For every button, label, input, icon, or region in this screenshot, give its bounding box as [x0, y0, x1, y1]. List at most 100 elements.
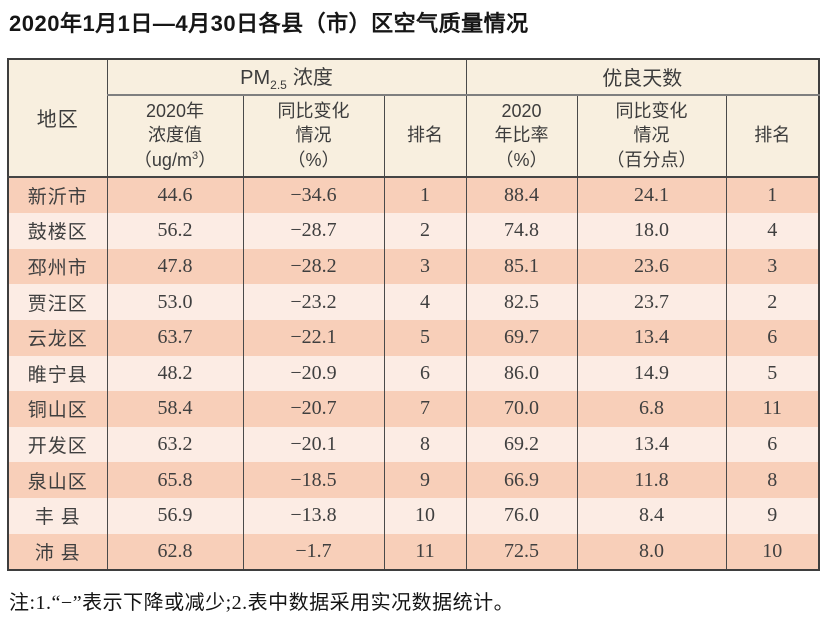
- cell-region: 丰 县: [7, 497, 108, 534]
- cell-good-ratio: 85.1: [465, 248, 578, 285]
- pm-yoy-line3: （%）: [287, 149, 340, 170]
- pm25-label-subscript: 2.5: [270, 78, 287, 93]
- cell-pm-value: 63.7: [106, 319, 244, 356]
- cell-good-rank: 3: [725, 248, 820, 285]
- good-yoy-line1: 同比变化: [615, 101, 688, 122]
- pm25-label-suffix: 浓度: [292, 67, 333, 90]
- cell-pm-value: 48.2: [106, 355, 244, 392]
- cell-good-rank: 10: [725, 533, 820, 571]
- col-group-good-days: 优良天数: [465, 58, 820, 96]
- header-group-row: 地区 PM2.5 浓度 优良天数: [7, 58, 820, 178]
- cell-good-yoy: 24.1: [576, 176, 727, 214]
- cell-good-ratio: 69.7: [465, 319, 578, 356]
- cell-good-yoy: 23.6: [576, 248, 727, 285]
- cell-region: 开发区: [7, 426, 108, 463]
- table-row: 鼓楼区 56.2 −28.7 2 74.8 18.0 4: [7, 213, 820, 249]
- cell-pm-rank: 9: [383, 462, 467, 498]
- cell-pm-rank: 11: [383, 533, 467, 571]
- pm-yoy-line2: 情况: [295, 125, 332, 146]
- unit-pre: （ug/m: [133, 149, 192, 170]
- cell-pm-yoy: −20.9: [242, 355, 385, 392]
- cell-pm-value: 65.8: [106, 462, 244, 498]
- cell-good-rank: 4: [725, 213, 820, 249]
- page-title: 2020年1月1日—4月30日各县（市）区空气质量情况: [9, 11, 529, 36]
- cell-pm-yoy: −1.7: [242, 533, 385, 571]
- col-header-pm-rank: 排名: [383, 94, 467, 178]
- cell-region: 邳州市: [7, 248, 108, 285]
- cell-pm-rank: 3: [383, 248, 467, 285]
- table-row: 沛 县 62.8 −1.7 11 72.5 8.0 10: [7, 533, 820, 571]
- cell-pm-yoy: −20.7: [242, 391, 385, 427]
- cell-pm-yoy: −28.2: [242, 248, 385, 285]
- cell-good-ratio: 74.8: [465, 213, 578, 249]
- cell-good-rank: 11: [725, 391, 820, 427]
- pm-yoy-line1: 同比变化: [277, 101, 350, 122]
- cell-pm-yoy: −34.6: [242, 176, 385, 214]
- col-header-good-ratio: 2020 年比率 （%）: [465, 94, 578, 178]
- cell-good-ratio: 70.0: [465, 391, 578, 427]
- cell-good-rank: 6: [725, 426, 820, 463]
- cell-pm-rank: 1: [383, 176, 467, 214]
- cell-pm-rank: 6: [383, 355, 467, 392]
- cell-region: 沛 县: [7, 533, 108, 571]
- cell-pm-value: 58.4: [106, 391, 244, 427]
- cell-pm-rank: 2: [383, 213, 467, 249]
- cell-good-ratio: 76.0: [465, 497, 578, 534]
- pm-concentration-line1: 2020年: [145, 101, 205, 122]
- table-header: 地区 PM2.5 浓度 优良天数 2020年 浓度值 （ug/m3） 同比变化 情…: [7, 58, 820, 178]
- cell-good-ratio: 86.0: [465, 355, 578, 392]
- cell-pm-yoy: −28.7: [242, 213, 385, 249]
- cell-region: 睢宁县: [7, 355, 108, 392]
- cell-good-yoy: 6.8: [576, 391, 727, 427]
- cell-good-ratio: 82.5: [465, 284, 578, 320]
- good-ratio-line2: 年比率: [494, 125, 549, 146]
- cell-region: 云龙区: [7, 319, 108, 356]
- col-header-good-yoy: 同比变化 情况 （百分点）: [576, 94, 727, 178]
- cell-good-yoy: 13.4: [576, 319, 727, 356]
- cell-pm-rank: 5: [383, 319, 467, 356]
- cell-good-yoy: 18.0: [576, 213, 727, 249]
- cell-region: 贾汪区: [7, 284, 108, 320]
- cell-good-rank: 1: [725, 176, 820, 214]
- col-header-region: 地区: [7, 58, 108, 178]
- table-row: 睢宁县 48.2 −20.9 6 86.0 14.9 5: [7, 355, 820, 392]
- cell-good-rank: 2: [725, 284, 820, 320]
- cell-pm-yoy: −18.5: [242, 462, 385, 498]
- cell-good-rank: 5: [725, 355, 820, 392]
- col-group-pm25: PM2.5 浓度: [106, 58, 467, 96]
- good-yoy-line2: 情况: [633, 125, 670, 146]
- cell-good-ratio: 66.9: [465, 462, 578, 498]
- unit-exponent: 3: [191, 149, 199, 162]
- table-row: 邳州市 47.8 −28.2 3 85.1 23.6 3: [7, 248, 820, 285]
- table-row: 铜山区 58.4 −20.7 7 70.0 6.8 11: [7, 391, 820, 427]
- cell-pm-value: 56.9: [106, 497, 244, 534]
- cell-good-yoy: 23.7: [576, 284, 727, 320]
- cell-good-yoy: 13.4: [576, 426, 727, 463]
- cell-pm-rank: 7: [383, 391, 467, 427]
- pm-concentration-line2: 浓度值: [148, 125, 202, 146]
- cell-pm-value: 63.2: [106, 426, 244, 463]
- cell-pm-yoy: −20.1: [242, 426, 385, 463]
- table-row: 泉山区 65.8 −18.5 9 66.9 11.8 8: [7, 462, 820, 498]
- cell-pm-rank: 10: [383, 497, 467, 534]
- table-row: 贾汪区 53.0 −23.2 4 82.5 23.7 2: [7, 284, 820, 320]
- cell-pm-rank: 8: [383, 426, 467, 463]
- cell-pm-yoy: −22.1: [242, 319, 385, 356]
- cell-good-rank: 9: [725, 497, 820, 534]
- cell-pm-value: 44.6: [106, 176, 244, 214]
- cell-region: 鼓楼区: [7, 213, 108, 249]
- cell-good-rank: 8: [725, 462, 820, 498]
- good-yoy-line3: （百分点）: [606, 149, 697, 170]
- cell-good-ratio: 69.2: [465, 426, 578, 463]
- cell-good-yoy: 8.0: [576, 533, 727, 571]
- cell-region: 新沂市: [7, 176, 108, 214]
- cell-pm-value: 62.8: [106, 533, 244, 571]
- cell-pm-yoy: −13.8: [242, 497, 385, 534]
- good-ratio-line1: 2020: [501, 101, 542, 122]
- col-header-pm-yoy: 同比变化 情况 （%）: [242, 94, 385, 178]
- cell-pm-value: 47.8: [106, 248, 244, 285]
- cell-pm-yoy: −23.2: [242, 284, 385, 320]
- table-row: 丰 县 56.9 −13.8 10 76.0 8.4 9: [7, 497, 820, 534]
- cell-good-ratio: 88.4: [465, 176, 578, 214]
